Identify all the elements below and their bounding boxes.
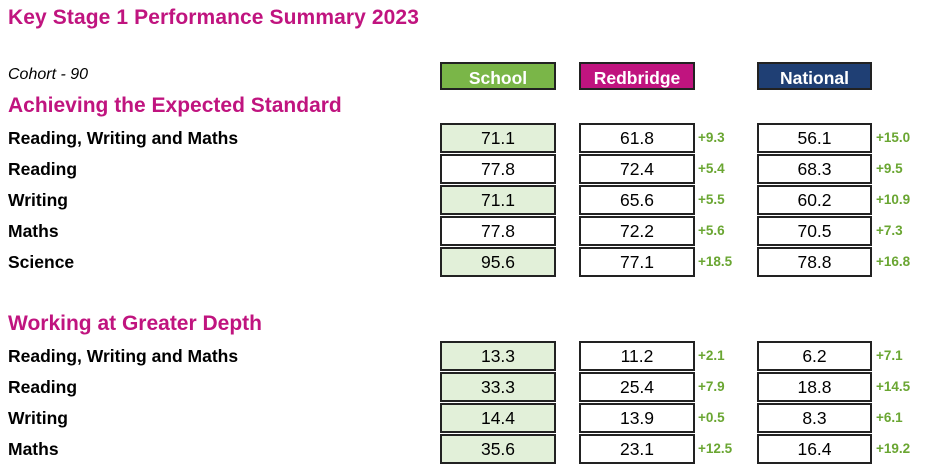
row-label: Reading, Writing and Maths: [8, 346, 239, 366]
row-label: Writing: [8, 408, 68, 428]
redbridge-value-cell: 11.2: [579, 341, 695, 371]
redbridge-diff: +7.9: [698, 379, 725, 394]
redbridge-value-cell: 23.1: [579, 434, 695, 464]
row-label: Maths: [8, 221, 59, 241]
national-diff: +10.9: [876, 192, 911, 207]
row-label: Science: [8, 252, 75, 272]
redbridge-diff: +9.3: [698, 130, 725, 145]
national-value-cell: 6.2: [757, 341, 872, 371]
school-value-cell: 14.4: [440, 403, 556, 433]
school-column-header: School: [440, 62, 556, 90]
redbridge-value-cell: 25.4: [579, 372, 695, 402]
national-value-cell: 16.4: [757, 434, 872, 464]
national-value-cell: 68.3: [757, 154, 872, 184]
redbridge-value-cell: 72.2: [579, 216, 695, 246]
redbridge-diff: +5.4: [698, 161, 725, 176]
redbridge-diff: +12.5: [698, 441, 733, 456]
school-value-cell: 71.1: [440, 123, 556, 153]
redbridge-diff: +2.1: [698, 348, 725, 363]
section-title-expected: Achieving the Expected Standard: [8, 94, 342, 117]
redbridge-value-cell: 77.1: [579, 247, 695, 277]
national-value-cell: 78.8: [757, 247, 872, 277]
redbridge-diff: +18.5: [698, 254, 733, 269]
national-value-cell: 8.3: [757, 403, 872, 433]
national-diff: +14.5: [876, 379, 911, 394]
school-value-cell: 71.1: [440, 185, 556, 215]
school-value-cell: 13.3: [440, 341, 556, 371]
redbridge-value-cell: 72.4: [579, 154, 695, 184]
redbridge-value-cell: 61.8: [579, 123, 695, 153]
section-title-greater-depth: Working at Greater Depth: [8, 312, 262, 335]
national-diff: +6.1: [876, 410, 903, 425]
school-value-cell: 77.8: [440, 216, 556, 246]
row-label: Writing: [8, 190, 68, 210]
redbridge-column-header: Redbridge: [579, 62, 695, 90]
national-value-cell: 18.8: [757, 372, 872, 402]
national-column-header: National: [757, 62, 872, 90]
national-value-cell: 60.2: [757, 185, 872, 215]
row-label: Reading: [8, 159, 78, 179]
national-diff: +7.3: [876, 223, 903, 238]
national-diff: +19.2: [876, 441, 911, 456]
national-diff: +16.8: [876, 254, 911, 269]
row-label: Reading, Writing and Maths: [8, 128, 239, 148]
national-diff: +7.1: [876, 348, 903, 363]
redbridge-diff: +0.5: [698, 410, 725, 425]
national-value-cell: 56.1: [757, 123, 872, 153]
redbridge-value-cell: 65.6: [579, 185, 695, 215]
school-value-cell: 95.6: [440, 247, 556, 277]
national-diff: +15.0: [876, 130, 911, 145]
redbridge-value-cell: 13.9: [579, 403, 695, 433]
row-label: Reading: [8, 377, 78, 397]
national-value-cell: 70.5: [757, 216, 872, 246]
national-diff: +9.5: [876, 161, 903, 176]
school-value-cell: 77.8: [440, 154, 556, 184]
school-value-cell: 33.3: [440, 372, 556, 402]
page-title: Key Stage 1 Performance Summary 2023: [8, 6, 419, 29]
cohort-label: Cohort - 90: [8, 66, 89, 83]
redbridge-diff: +5.6: [698, 223, 725, 238]
redbridge-diff: +5.5: [698, 192, 725, 207]
school-value-cell: 35.6: [440, 434, 556, 464]
row-label: Maths: [8, 439, 59, 459]
